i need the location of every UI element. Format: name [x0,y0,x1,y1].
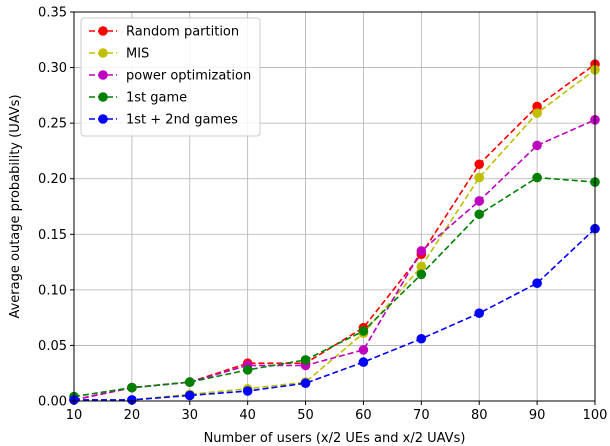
data-point [242,365,253,375]
legend-box [80,17,261,137]
legend-item: power optimization [89,69,251,84]
x-tick-label: 100 [583,408,608,423]
series-line [74,228,596,401]
x-axis-label: Number of users (x/2 UEs and x/2 UAVs) [204,431,466,446]
x-tick-label: 70 [413,408,430,423]
y-tick-label: 0.10 [38,283,67,298]
y-tick-label: 0.25 [38,117,67,132]
data-point [532,140,542,151]
legend: Random partition MIS power optimization 1st… [80,17,261,137]
y-tick-label: 0.35 [38,6,67,21]
data-point [532,101,542,112]
data-point [416,261,427,272]
data-point [532,172,542,183]
axis-ticks: 10 20 30 40 50 60 70 80 90 100 0.00 0.05 0.10 0.15 0.2… [38,6,607,424]
data-point [416,246,427,256]
data-point [300,355,311,365]
legend-marker [98,114,108,124]
series-line [73,176,596,398]
data-point [358,357,369,367]
x-tick-label: 50 [297,408,314,423]
legend-label: Random partition [126,25,239,40]
x-tick-label: 80 [471,408,488,423]
series-line [73,119,596,401]
data-point [416,333,427,344]
x-tick-label: 90 [529,408,546,423]
y-tick-label: 0.30 [38,61,67,76]
data-point [242,386,253,396]
series-power-optimization [69,115,600,405]
y-tick-label: 0.05 [38,339,67,354]
series-1st-2nd-games [69,223,600,405]
legend-item: Random partition [89,25,239,40]
y-tick-label: 0.20 [38,172,67,187]
data-point [532,108,542,118]
x-tick-label: 60 [355,408,372,423]
data-point [184,390,195,401]
data-point [474,159,485,170]
data-point [358,345,369,355]
data-point [300,378,311,389]
x-tick-label: 40 [239,408,256,423]
x-tick-label: 30 [182,408,199,423]
y-tick-label: 0.15 [38,228,67,243]
plot-frame [73,11,596,402]
data-point [184,377,195,387]
y-axis-label: Average outage probability (UAVs) [8,94,23,318]
legend-label: MIS [126,47,149,62]
legend-marker [98,92,108,102]
data-point [474,209,485,220]
legend-item: 1st game [89,91,187,106]
legend-marker [98,70,108,80]
data-point [127,395,137,405]
data-point [358,326,369,336]
legend-label: 1st game [126,91,187,106]
legend-item: 1st + 2nd games [89,113,238,128]
series-layer [69,59,600,405]
series-1st-game [69,172,600,402]
data-point [474,172,485,183]
data-point [474,196,485,206]
x-tick-label: 20 [124,408,141,423]
data-point [474,308,485,318]
legend-marker [98,48,108,58]
x-tick-label: 10 [66,408,83,423]
data-point [416,269,427,280]
legend-label: power optimization [126,69,251,84]
legend-item: MIS [89,47,149,62]
data-point [127,382,137,393]
y-tick-label: 0.00 [38,395,67,410]
legend-marker [98,26,108,36]
data-point [532,278,542,288]
legend-label: 1st + 2nd games [126,113,238,128]
